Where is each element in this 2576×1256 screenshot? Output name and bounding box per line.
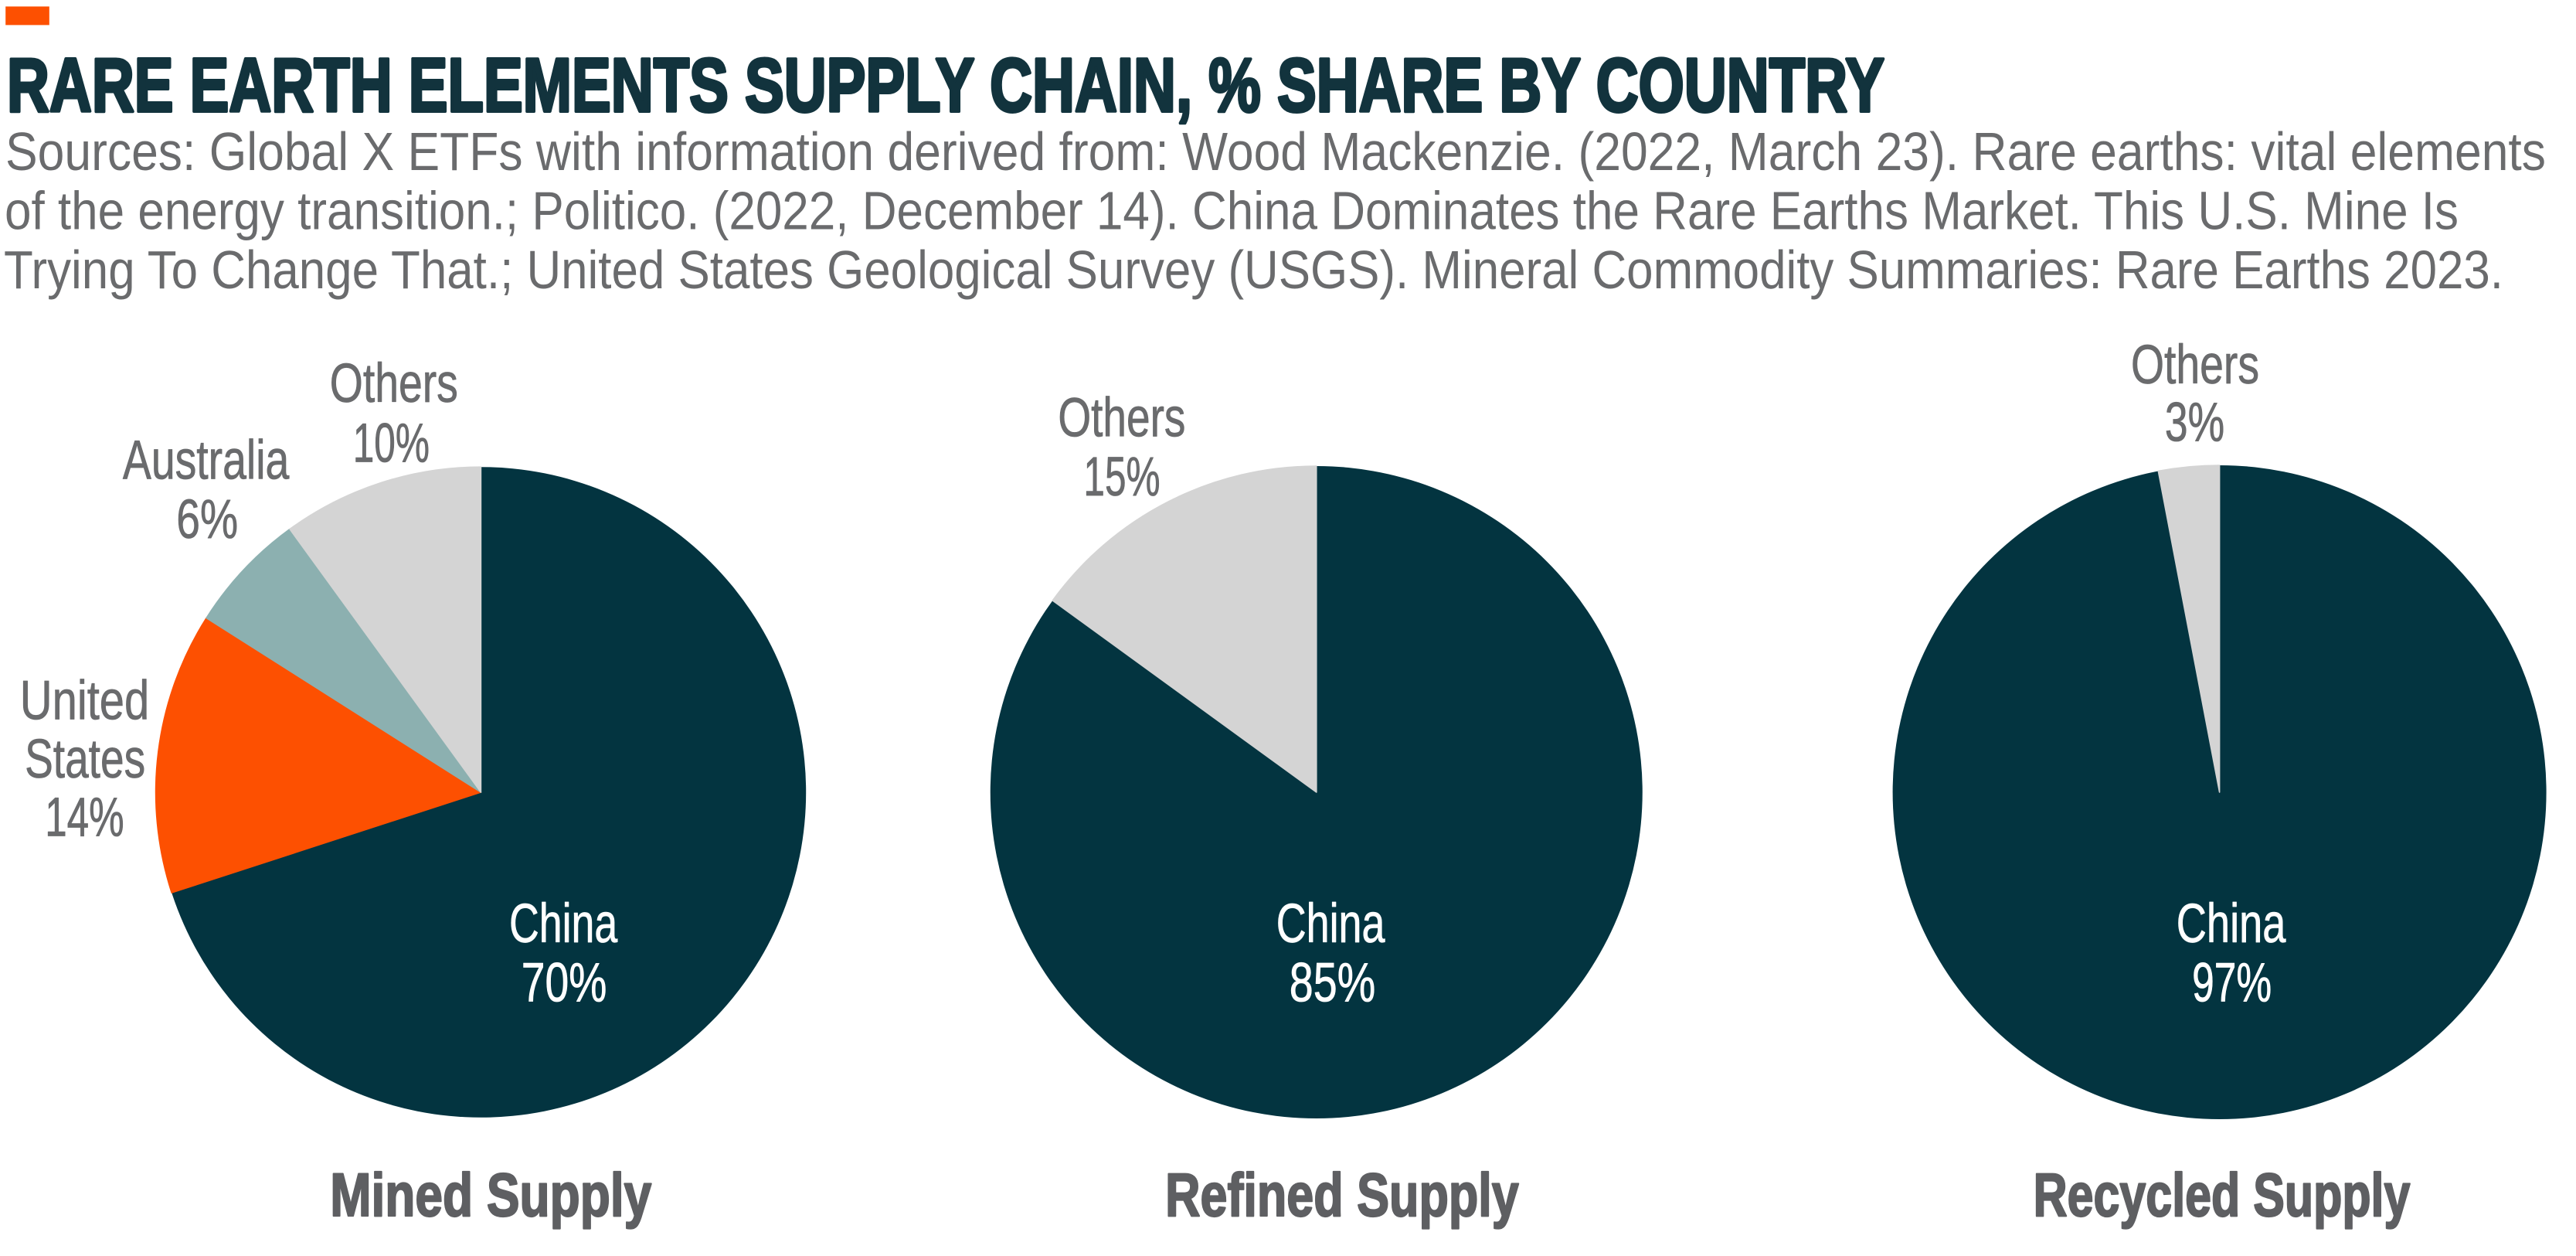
svg-text:70%: 70%: [522, 952, 607, 1013]
svg-text:RARE EARTH ELEMENTS SUPPLY CHA: RARE EARTH ELEMENTS SUPPLY CHAIN, % SHAR…: [7, 43, 1884, 128]
svg-text:China: China: [1276, 893, 1385, 955]
svg-text:United: United: [20, 671, 149, 732]
svg-text:Mined Supply: Mined Supply: [330, 1160, 651, 1229]
svg-text:97%: 97%: [2192, 952, 2272, 1013]
svg-text:Trying To Change That.; United: Trying To Change That.; United States Ge…: [4, 240, 2503, 300]
svg-text:Refined Supply: Refined Supply: [1165, 1160, 1519, 1229]
svg-text:Recycled Supply: Recycled Supply: [2034, 1160, 2411, 1229]
svg-text:6%: 6%: [176, 489, 238, 550]
svg-text:China: China: [509, 893, 618, 955]
svg-text:15%: 15%: [1083, 447, 1160, 508]
svg-text:85%: 85%: [1290, 952, 1375, 1013]
svg-text:Others: Others: [1058, 387, 1185, 448]
svg-text:Australia: Australia: [123, 431, 290, 492]
svg-text:States: States: [25, 729, 145, 790]
svg-text:3%: 3%: [2165, 393, 2224, 454]
svg-text:Others: Others: [330, 353, 458, 414]
svg-text:14%: 14%: [45, 788, 124, 849]
svg-text:Others: Others: [2131, 335, 2259, 396]
svg-text:China: China: [2177, 893, 2286, 955]
svg-text:Sources: Global X ETFs with in: Sources: Global X ETFs with information …: [5, 121, 2546, 182]
svg-text:10%: 10%: [353, 413, 430, 474]
svg-text:of the energy transition.; Pol: of the energy transition.; Politico. (20…: [5, 181, 2459, 241]
